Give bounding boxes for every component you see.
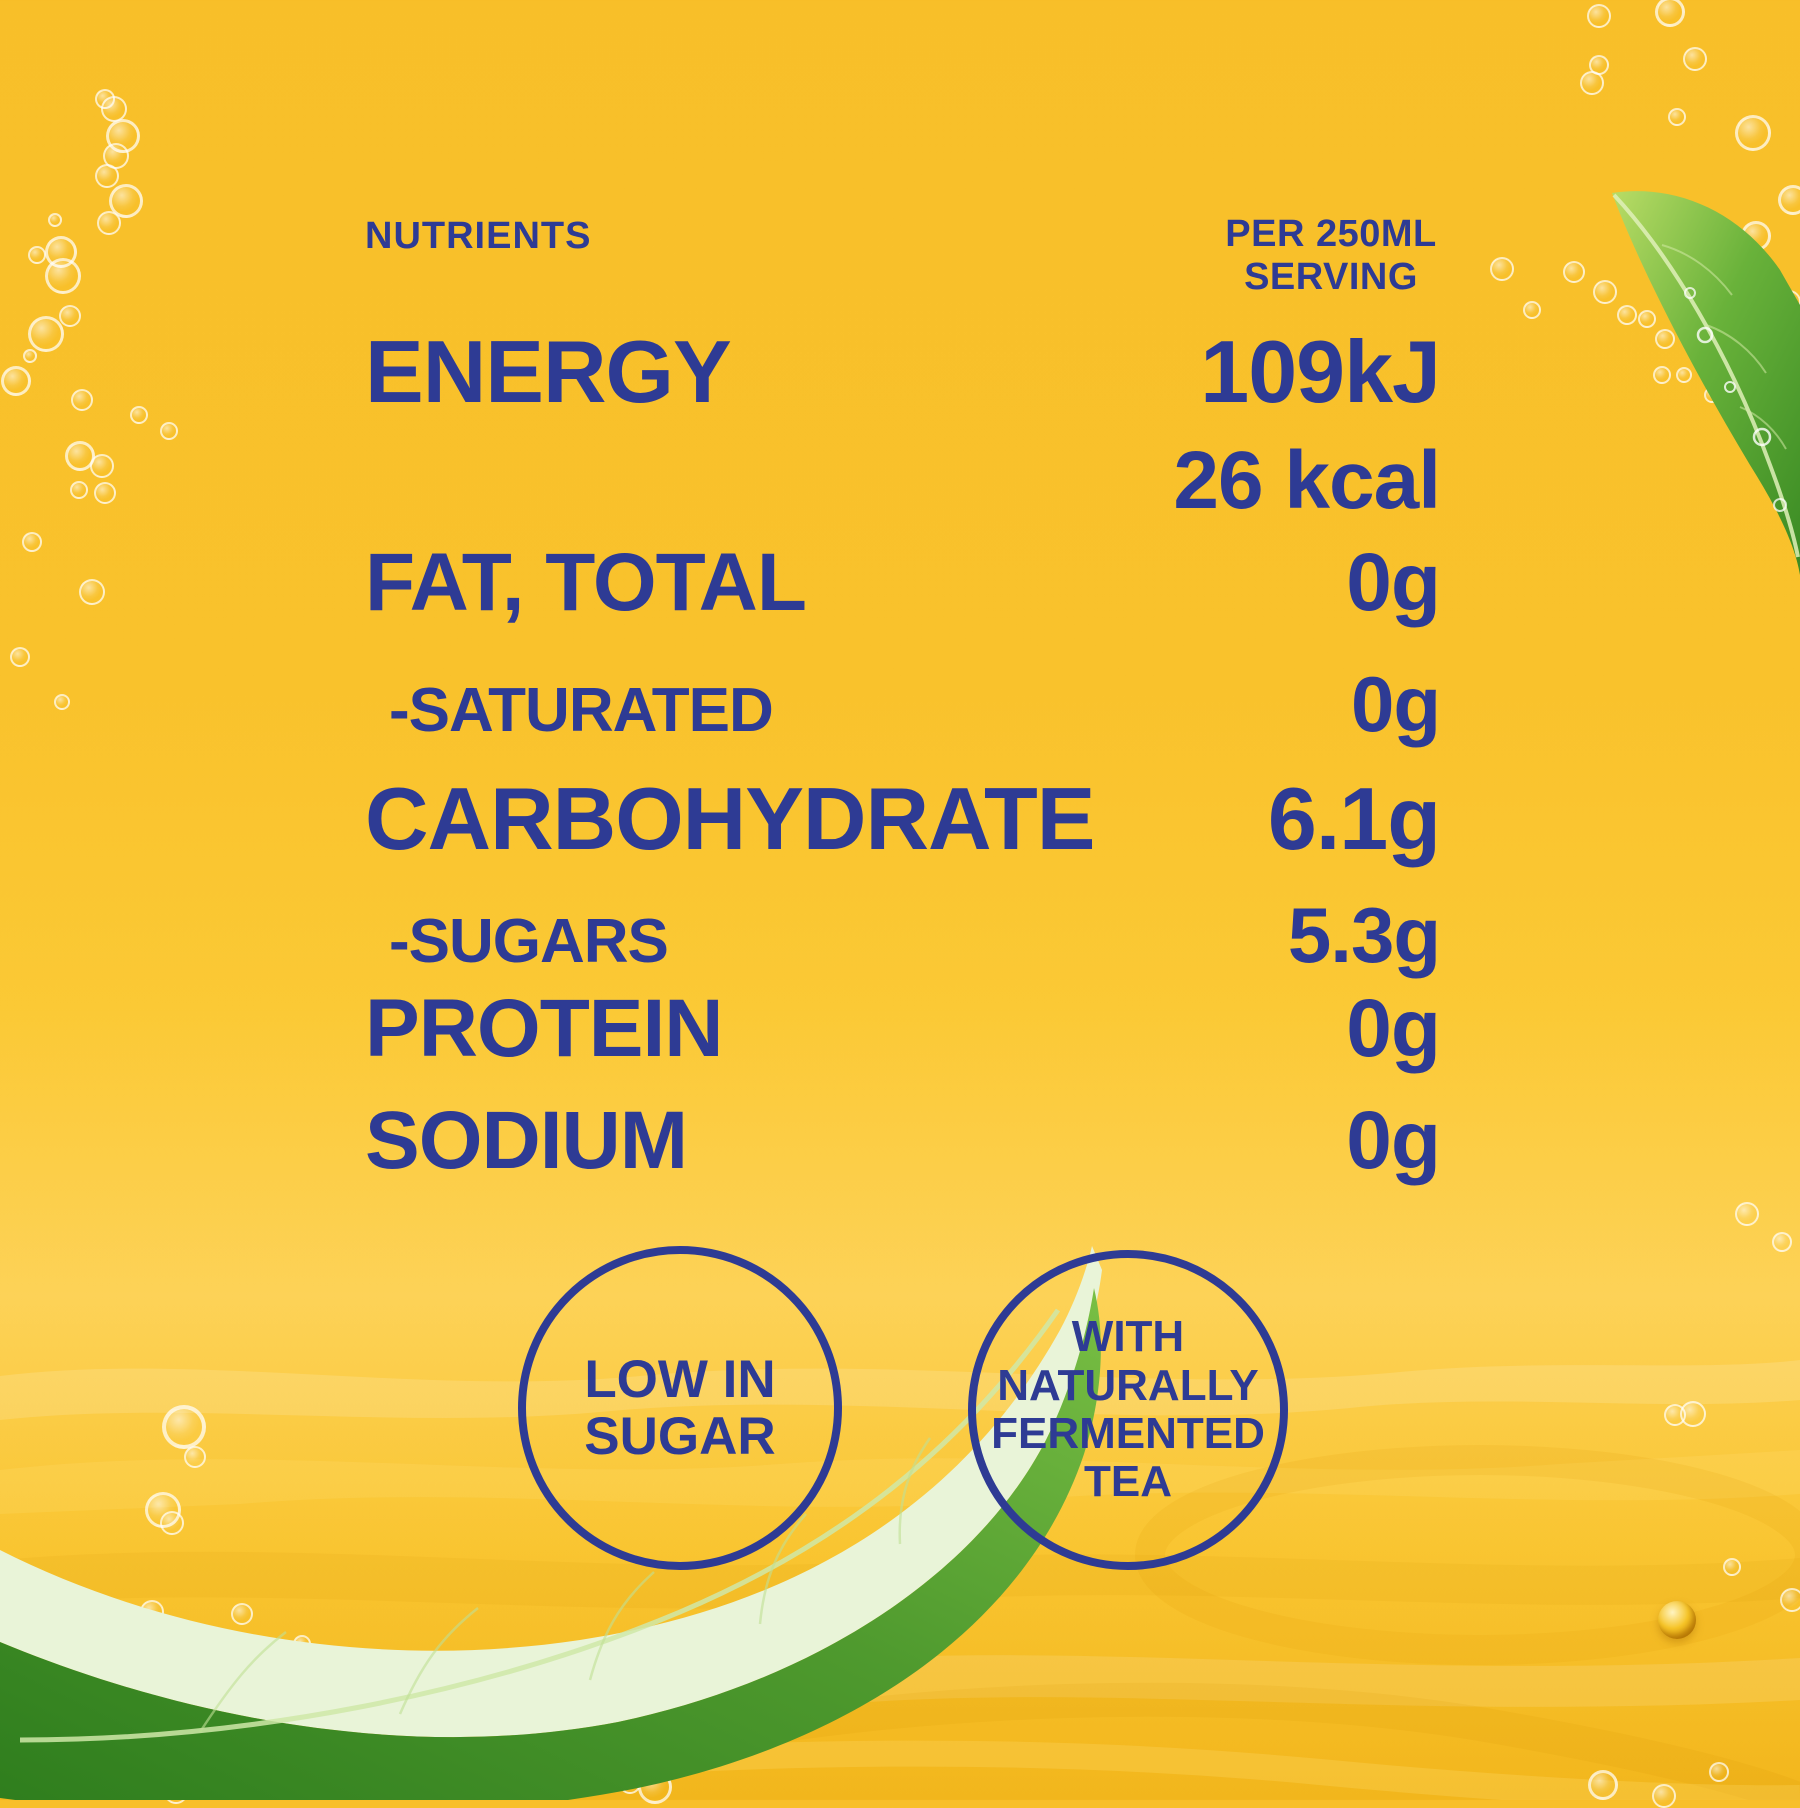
bubble-icon	[54, 694, 70, 710]
bubble-icon	[97, 211, 121, 235]
bubble-icon	[1490, 257, 1514, 281]
nutrient-label: CARBOHYDRATE	[365, 769, 1095, 868]
badge-text: WITH NATURALLY FERMENTED TEA	[991, 1312, 1265, 1507]
row-energy: ENERGY 109kJ	[365, 322, 1441, 421]
bubble-icon	[1, 366, 31, 396]
nutrient-label: PROTEIN	[365, 983, 723, 1074]
nutrient-label: ENERGY	[365, 322, 732, 421]
badge-low-in-sugar: LOW IN SUGAR	[518, 1246, 842, 1570]
bubble-icon	[1735, 1202, 1759, 1226]
bubble-icon	[1709, 1762, 1729, 1782]
badge-line: FERMENTED	[991, 1409, 1265, 1458]
nutrient-value: 109kJ	[1200, 322, 1441, 421]
droplet-icon	[1658, 1601, 1696, 1639]
bubble-icon	[184, 1446, 206, 1468]
bubble-icon	[1563, 261, 1585, 283]
bubble-icon	[48, 213, 62, 227]
bubble-icon	[95, 164, 119, 188]
serving-header-line1: PER 250ML	[1225, 213, 1437, 255]
row-protein: PROTEIN 0g	[365, 983, 1441, 1074]
row-saturated: -SATURATED 0g	[365, 660, 1441, 748]
tea-leaf-top-right-icon	[1612, 191, 1800, 575]
badge-naturally-fermented-tea: WITH NATURALLY FERMENTED TEA	[968, 1250, 1288, 1570]
bubble-icon	[1655, 329, 1675, 349]
tea-leaf-bottom-left-icon	[0, 1246, 1102, 1800]
bubble-icon	[1655, 0, 1685, 27]
bubble-icon	[1588, 1770, 1618, 1800]
bubble-icon	[71, 389, 93, 411]
bubble-icon	[1683, 47, 1707, 71]
bubble-icon	[1778, 185, 1800, 215]
nutrient-label: -SUGARS	[389, 907, 669, 976]
bubble-icon	[59, 305, 81, 327]
badge-line: LOW IN	[584, 1349, 776, 1409]
nutrient-value: 6.1g	[1267, 769, 1441, 868]
bubble-icon	[28, 316, 64, 352]
nutrient-value: 26 kcal	[1173, 435, 1441, 526]
bubble-icon	[160, 422, 178, 440]
nutrient-value: 0g	[1346, 537, 1441, 628]
bubble-icon	[160, 1511, 184, 1535]
badge-line: TEA	[1084, 1457, 1172, 1507]
serving-header-line2: SERVING	[1244, 256, 1418, 298]
nutrient-label: FAT, TOTAL	[365, 537, 807, 628]
bubble-icon	[1593, 280, 1617, 304]
bubble-icon	[10, 647, 30, 667]
nutrient-value: 0g	[1346, 983, 1441, 1074]
bubble-icon	[22, 532, 42, 552]
bubble-icon	[1735, 115, 1771, 151]
badge-line: NATURALLY	[997, 1360, 1259, 1410]
bubble-icon	[1653, 366, 1671, 384]
bubble-icon	[1523, 301, 1541, 319]
bubble-icon	[1772, 1232, 1792, 1252]
row-fat-total: FAT, TOTAL 0g	[365, 537, 1441, 628]
bubble-icon	[1638, 310, 1656, 328]
bubble-icon	[1652, 1784, 1676, 1808]
bubble-icon	[130, 406, 148, 424]
bubble-icon	[45, 258, 81, 294]
nutrient-label: SODIUM	[365, 1095, 688, 1186]
bubble-icon	[90, 454, 114, 478]
bubble-icon	[23, 349, 37, 363]
bubble-icon	[1587, 4, 1611, 28]
bubble-icon	[1676, 367, 1692, 383]
bubble-icon	[1723, 1558, 1741, 1576]
bubble-icon	[1580, 71, 1604, 95]
nutrient-value: 0g	[1350, 660, 1441, 748]
column-header-nutrients: NUTRIENTS	[365, 215, 592, 257]
badge-line: WITH	[1071, 1312, 1185, 1362]
badge-line: SUGAR	[584, 1407, 776, 1466]
bubble-icon	[231, 1603, 253, 1625]
column-header-serving: PER 250ML SERVING	[1181, 213, 1481, 299]
bubble-icon	[1780, 1588, 1800, 1612]
bubble-icon	[79, 579, 105, 605]
bubble-icon	[1668, 108, 1686, 126]
bubble-icon	[1680, 1401, 1706, 1427]
row-sugars: -SUGARS 5.3g	[365, 891, 1441, 979]
bubble-icon	[1617, 305, 1637, 325]
row-sodium: SODIUM 0g	[365, 1095, 1441, 1186]
bubble-icon	[94, 482, 116, 504]
nutrient-value: 5.3g	[1287, 891, 1441, 979]
bubble-icon	[70, 481, 88, 499]
bubble-icon	[162, 1405, 206, 1449]
row-carbohydrate: CARBOHYDRATE 6.1g	[365, 769, 1441, 868]
row-energy-kcal: 26 kcal	[365, 435, 1441, 526]
badge-text: LOW IN SUGAR	[584, 1349, 776, 1466]
nutrient-value: 0g	[1346, 1095, 1441, 1186]
bubble-icon	[28, 246, 46, 264]
nutrient-label: -SATURATED	[389, 676, 774, 745]
